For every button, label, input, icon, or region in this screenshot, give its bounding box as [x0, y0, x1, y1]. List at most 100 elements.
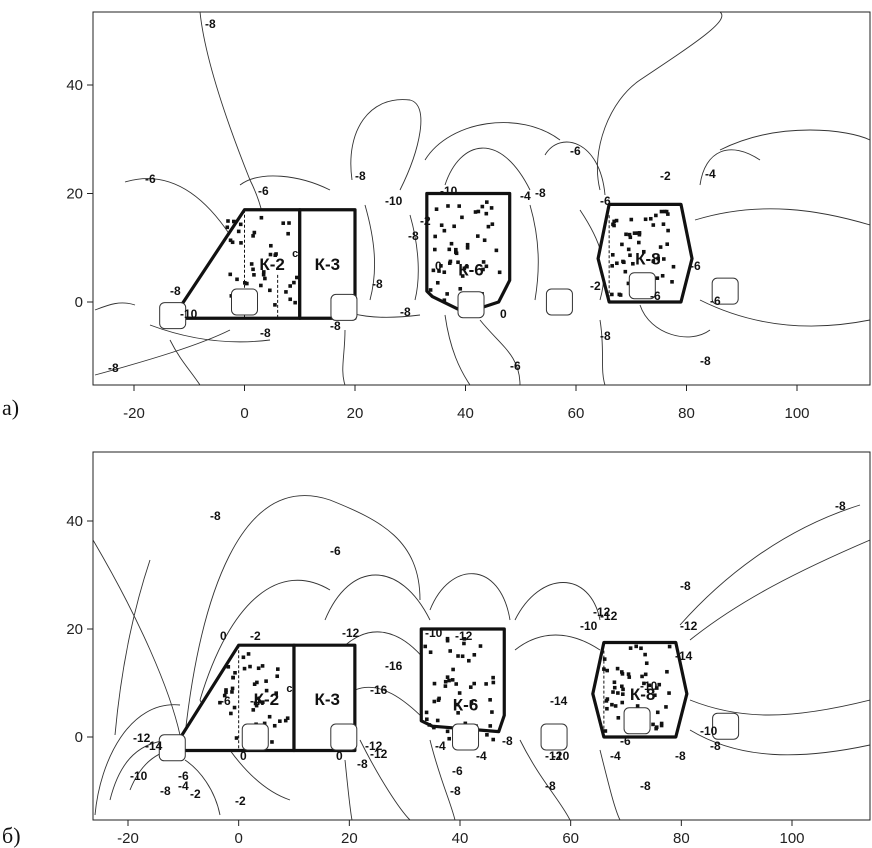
block-label-sup: с — [286, 683, 292, 695]
block-outline — [591, 640, 689, 739]
sample-point — [253, 701, 258, 706]
contour-line — [599, 749, 621, 820]
contour-line — [359, 739, 411, 820]
sample-point — [473, 210, 478, 214]
sample-point — [657, 682, 662, 687]
y-tick-label: 0 — [75, 729, 83, 746]
sample-point — [494, 248, 499, 253]
sample-point — [460, 215, 464, 220]
sample-point — [224, 688, 228, 692]
sample-point — [616, 691, 620, 695]
contour-label: -8 — [700, 354, 711, 368]
contour-label: -6 — [330, 544, 341, 558]
sample-point — [454, 247, 458, 252]
pad-square — [452, 723, 480, 751]
sample-point — [268, 252, 273, 257]
sample-point — [666, 212, 670, 216]
sample-point — [484, 682, 488, 686]
sample-point — [260, 700, 265, 704]
sample-point — [431, 268, 436, 273]
sample-point — [643, 217, 648, 222]
sample-point — [445, 675, 450, 679]
contour-label: -2 — [590, 279, 601, 293]
contour-line — [94, 704, 181, 816]
contour-label: -8 — [680, 579, 691, 593]
contour-label: -14 — [145, 739, 163, 753]
sample-point — [667, 691, 671, 695]
sample-point — [637, 240, 641, 245]
sample-point — [490, 710, 494, 714]
sample-point — [655, 710, 660, 715]
contour-line — [364, 204, 376, 301]
contour-line — [424, 122, 561, 161]
contour-line — [342, 329, 346, 385]
sample-point — [264, 688, 269, 693]
contour-label: -14 — [675, 649, 693, 663]
contour-line — [354, 686, 426, 721]
contour-label: -10 — [580, 619, 598, 633]
sample-point — [425, 717, 429, 722]
sample-point — [620, 242, 624, 247]
contour-label: 0 — [435, 259, 442, 273]
sample-point — [462, 266, 467, 271]
sample-point — [287, 221, 291, 225]
contour-label: -16 — [370, 683, 388, 697]
sample-point — [611, 222, 615, 227]
contour-label: -8 — [400, 305, 411, 319]
sample-point — [627, 232, 632, 237]
contour-label: -6 — [258, 184, 269, 198]
contour-label: -8 — [835, 499, 846, 513]
sample-point — [286, 231, 290, 236]
contour-line — [596, 12, 723, 191]
sample-point — [651, 722, 655, 727]
contour-label: -16 — [385, 659, 403, 673]
sample-point — [225, 225, 230, 230]
sample-point — [224, 690, 228, 695]
sample-point — [671, 264, 676, 269]
contour-label: -4 — [178, 779, 189, 793]
sample-point — [452, 224, 456, 229]
contour-line — [479, 319, 521, 385]
sample-point — [639, 646, 643, 651]
pad-square — [241, 723, 269, 751]
block-label-3: К-8 — [635, 250, 661, 269]
panel-a: К-2сК-3 К-6К-8-8-8-6-8-6-8-10-8-10 -8-6-4-… — [2, 11, 871, 422]
contour-label: -8 — [535, 186, 546, 200]
sample-point — [491, 737, 496, 742]
pad-square — [628, 272, 656, 300]
contour-line — [339, 631, 426, 661]
sample-point — [427, 723, 432, 727]
contour-label: -4 — [435, 739, 446, 753]
sample-point — [233, 670, 237, 675]
contour-line — [124, 178, 231, 236]
sample-point — [457, 204, 462, 208]
pad-square — [330, 723, 358, 751]
contour-label: -6 — [570, 144, 581, 158]
x-tick-label: 0 — [234, 830, 242, 847]
sample-point — [620, 670, 624, 674]
contour-label: 0 — [240, 749, 247, 763]
contour-label: -2 — [660, 169, 671, 183]
sample-point — [439, 223, 444, 228]
contour-label: -8 — [450, 784, 461, 798]
sample-point — [232, 705, 237, 710]
sample-point — [242, 666, 247, 671]
contour-line — [699, 149, 761, 186]
sample-point — [465, 242, 470, 247]
plot-frame — [92, 11, 871, 386]
contour-label: -6 — [600, 194, 611, 208]
sample-point — [628, 235, 633, 240]
contour-label: -8 — [260, 326, 271, 340]
contour-label: -6 — [620, 734, 631, 748]
sample-point — [478, 644, 483, 648]
block-label-1: К-3 — [315, 255, 341, 274]
plot-frame — [92, 451, 871, 821]
sample-point — [486, 224, 491, 229]
sample-point — [602, 657, 607, 661]
sample-point — [624, 232, 628, 237]
sample-point — [659, 723, 664, 728]
sample-point — [445, 638, 450, 643]
sample-point — [229, 711, 233, 716]
sample-point — [666, 228, 670, 233]
sample-point — [637, 231, 642, 235]
